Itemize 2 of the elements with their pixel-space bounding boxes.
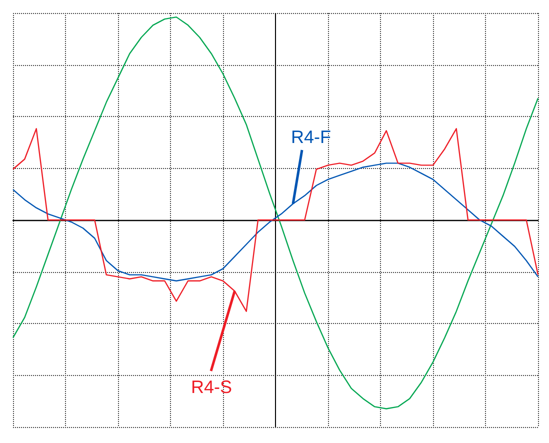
text: R4-S	[191, 377, 232, 397]
series-label: R4-F	[291, 127, 332, 147]
